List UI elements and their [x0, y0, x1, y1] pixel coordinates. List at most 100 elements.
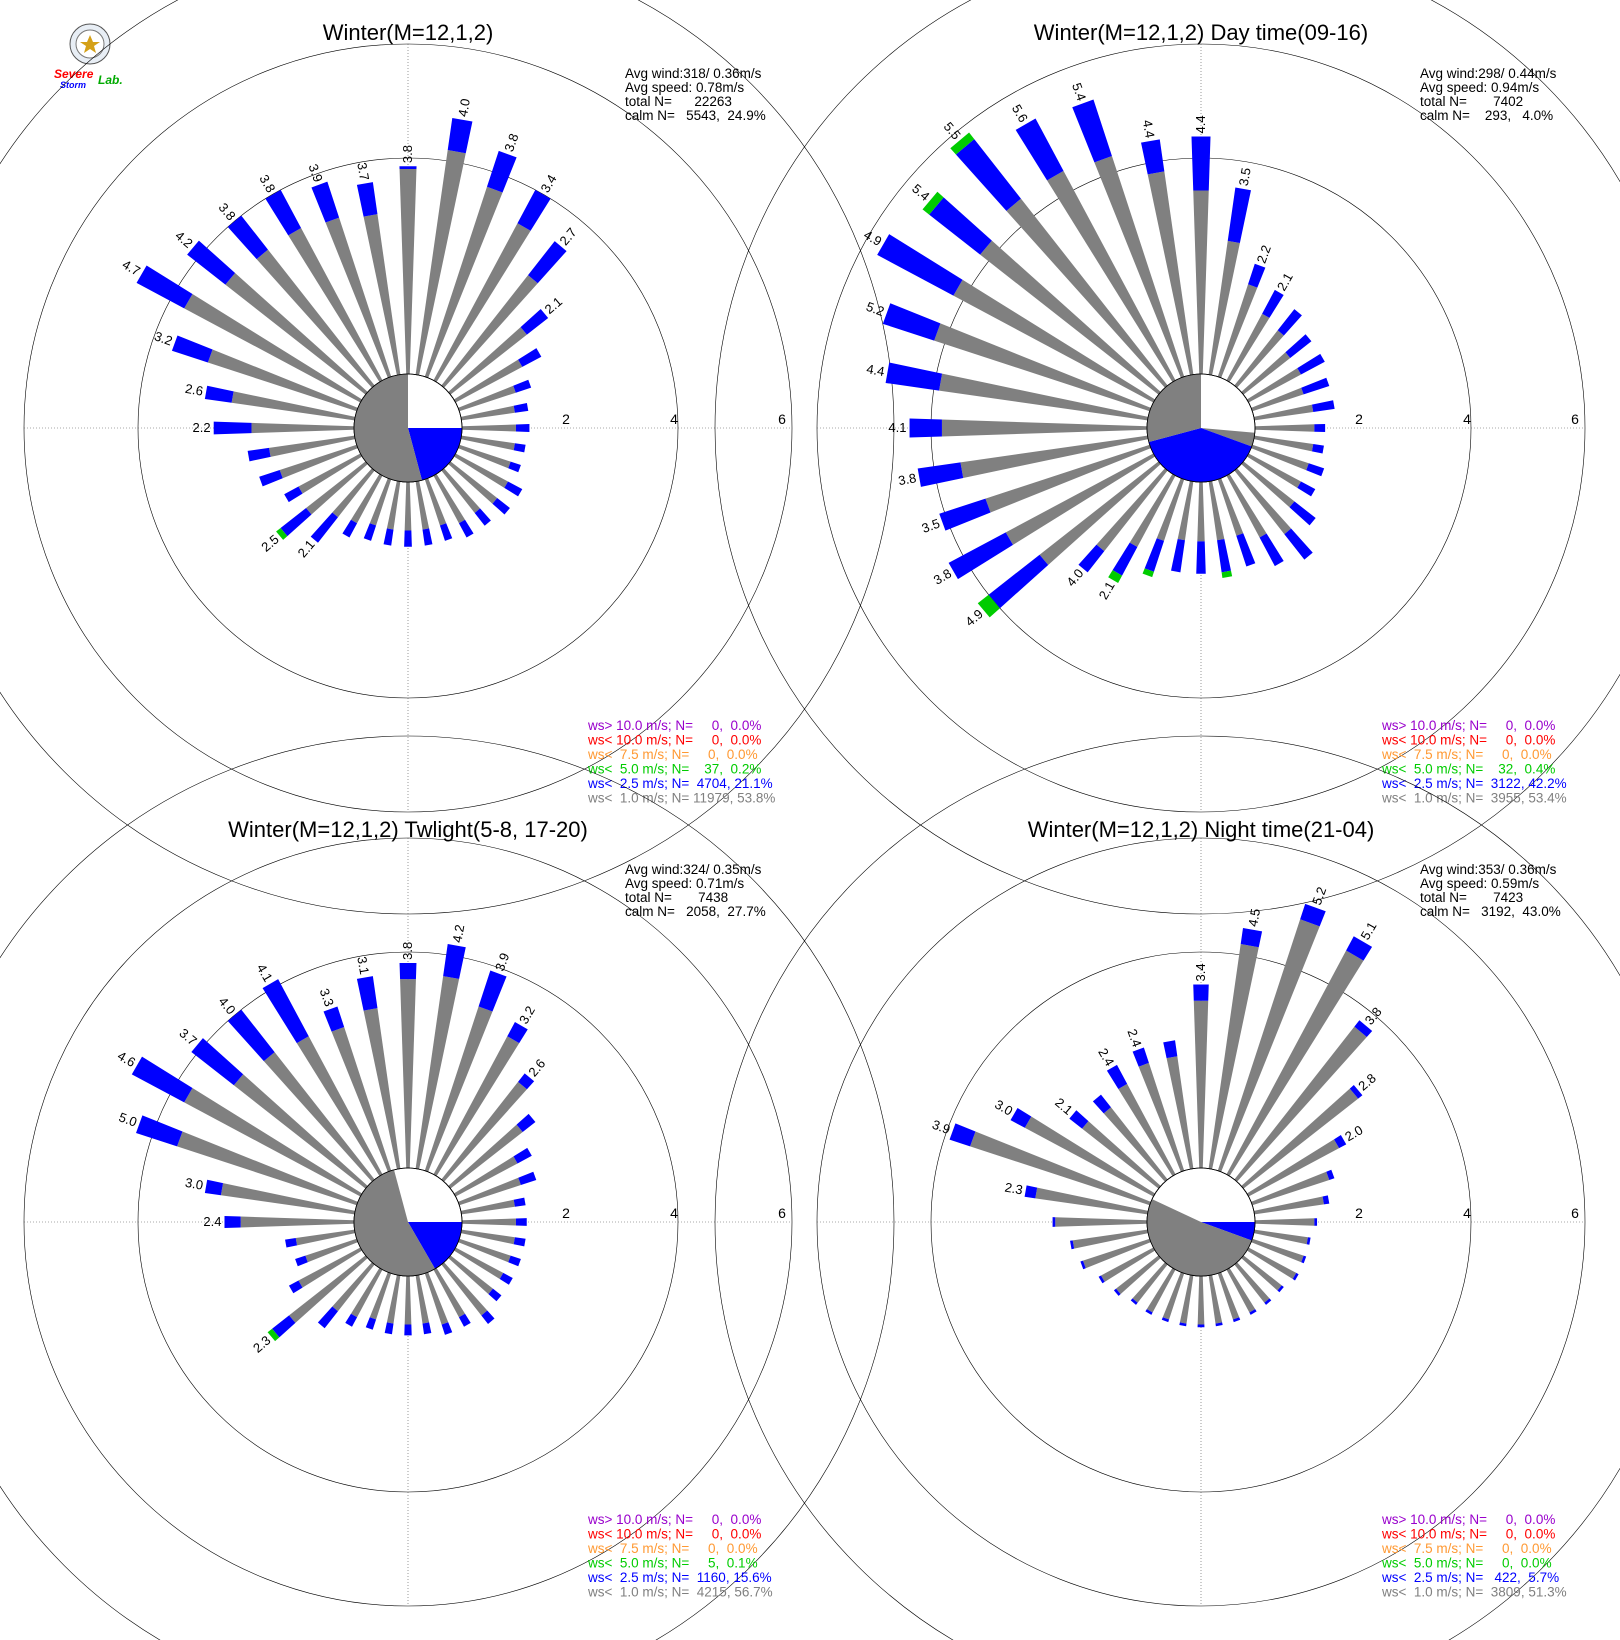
direction-bar-100	[1253, 1229, 1311, 1245]
direction-bar-190	[1171, 480, 1194, 573]
panel-title: Winter(M=12,1,2)	[323, 20, 494, 45]
bar-segment-grey	[298, 1247, 363, 1288]
direction-bar-280: 2.3	[1004, 1180, 1149, 1215]
bar-value-label: 3.3	[317, 986, 337, 1008]
bar-segment-blue	[404, 530, 412, 547]
direction-bar-0: 3.4	[1193, 963, 1209, 1169]
bar-segment-grey	[415, 480, 430, 530]
bar-value-label: 2.1	[542, 294, 565, 317]
bar-segment-blue	[224, 1216, 241, 1228]
direction-bar-60	[1246, 353, 1325, 403]
bar-segment-grey	[461, 1218, 516, 1226]
direction-bar-110	[458, 1238, 521, 1267]
bar-segment-blue	[520, 309, 549, 335]
bar-segment-grey	[263, 1052, 375, 1182]
bar-segment-blue	[1193, 984, 1209, 1001]
bar-value-label: 2.4	[1124, 1027, 1144, 1049]
direction-bar-70	[1251, 377, 1330, 412]
bar-segment-grey	[399, 168, 417, 375]
direction-bar-300: 4.6	[115, 1048, 363, 1197]
legend-entry: ws< 2.5 m/s; N= 3122, 42.2%	[1381, 776, 1567, 791]
legend-entry: ws> 10.0 m/s; N= 0, 0.0%	[1381, 718, 1555, 733]
legend-entry: ws< 10.0 m/s; N= 0, 0.0%	[587, 733, 761, 748]
direction-bar-270: 2.4	[203, 1214, 355, 1229]
bar-segment-grey	[415, 976, 460, 1170]
direction-bar-20: 3.9	[424, 951, 512, 1172]
legend-entry: ws< 7.5 m/s; N= 0, 0.0%	[587, 1541, 758, 1556]
bar-segment-grey	[1146, 1267, 1176, 1313]
direction-bar-130	[448, 461, 510, 515]
bar-segment-blue	[1070, 1240, 1075, 1250]
bar-segment-grey	[424, 478, 447, 526]
direction-bar-240	[284, 453, 363, 503]
bar-segment-grey	[1253, 435, 1314, 452]
direction-bar-260	[285, 1229, 356, 1248]
calm-sector	[408, 1222, 462, 1269]
bar-segment-blue	[227, 1009, 275, 1062]
bar-segment-blue	[488, 1288, 502, 1302]
bar-value-label: 2.1	[1096, 579, 1118, 602]
bar-segment-grey	[332, 1262, 375, 1312]
legend-entry: ws< 10.0 m/s; N= 0, 0.0%	[1381, 1527, 1555, 1542]
bar-segment-grey	[458, 1238, 511, 1263]
bar-segment-grey	[1035, 1187, 1149, 1215]
bar-segment-green	[267, 1328, 280, 1342]
bar-segment-blue	[295, 1255, 308, 1267]
legend-entry: ws< 7.5 m/s; N= 0, 0.0%	[1381, 1541, 1552, 1556]
bar-segment-blue	[513, 379, 532, 393]
bar-segment-grey	[960, 435, 1149, 478]
bar-segment-green	[977, 594, 1000, 618]
bar-value-label: 4.4	[1193, 115, 1208, 133]
bar-segment-grey	[941, 419, 1148, 437]
bar-segment-grey	[386, 480, 401, 530]
direction-bar-60	[453, 1147, 532, 1197]
bar-segment-blue	[478, 970, 507, 1012]
bar-segment-blue	[285, 1238, 298, 1248]
bar-value-label: 4.5	[1245, 907, 1263, 927]
bar-segment-grey	[1129, 473, 1176, 548]
bar-segment-grey	[1193, 190, 1209, 375]
bar-segment-blue	[1024, 1185, 1038, 1199]
legend-entry: ws< 1.0 m/s; N= 3955, 53.4%	[1381, 791, 1567, 806]
direction-bar-90	[1254, 1218, 1318, 1226]
bar-segment-grey	[1055, 1217, 1148, 1227]
bar-segment-grey	[1179, 1274, 1194, 1324]
direction-bar-240	[1098, 1247, 1156, 1284]
direction-bar-200	[365, 1272, 392, 1330]
bar-segment-blue	[262, 979, 309, 1044]
speed-ring	[0, 735, 895, 1640]
bar-segment-blue	[227, 215, 268, 260]
bar-segment-blue	[518, 1073, 535, 1090]
bar-value-label: 3.8	[897, 470, 917, 488]
bar-segment-blue	[939, 498, 991, 531]
legend-entry: ws> 10.0 m/s; N= 0, 0.0%	[1381, 1512, 1555, 1527]
bar-segment-blue	[310, 512, 338, 543]
bar-segment-blue	[191, 1038, 244, 1086]
direction-bar-180	[1196, 481, 1206, 574]
direction-bar-250	[1080, 1238, 1151, 1270]
bar-segment-grey	[1132, 1262, 1168, 1303]
direction-bar-350: 3.7	[354, 161, 401, 376]
direction-bar-140	[1234, 468, 1313, 560]
bar-segment-blue	[1314, 423, 1326, 433]
direction-bar-290: 5.2	[864, 299, 1151, 412]
legend-entry: ws< 2.5 m/s; N= 4704, 21.1%	[587, 776, 773, 791]
direction-bar-290: 5.0	[117, 1109, 358, 1206]
bar-segment-grey	[460, 1199, 515, 1215]
bar-segment-blue	[1301, 377, 1330, 395]
bar-value-label: 3.8	[216, 200, 239, 223]
bar-value-label: 4.2	[172, 228, 195, 251]
bar-segment-green	[1142, 568, 1154, 578]
bar-value-label: 3.2	[516, 1003, 538, 1026]
bar-segment-grey	[177, 1131, 358, 1206]
bar-segment-blue	[1292, 1272, 1299, 1281]
bar-segment-grey	[1246, 453, 1302, 488]
bar-value-label: 4.6	[115, 1048, 138, 1070]
bar-segment-blue	[513, 1237, 526, 1247]
bar-value-label: 2.1	[1274, 270, 1296, 293]
direction-bar-270: 2.2	[193, 420, 355, 435]
bar-segment-grey	[433, 1036, 520, 1177]
bar-value-label: 3.5	[920, 516, 942, 536]
stat-line: total N= 7402	[1420, 94, 1523, 109]
direction-bar-120	[1246, 1247, 1299, 1281]
